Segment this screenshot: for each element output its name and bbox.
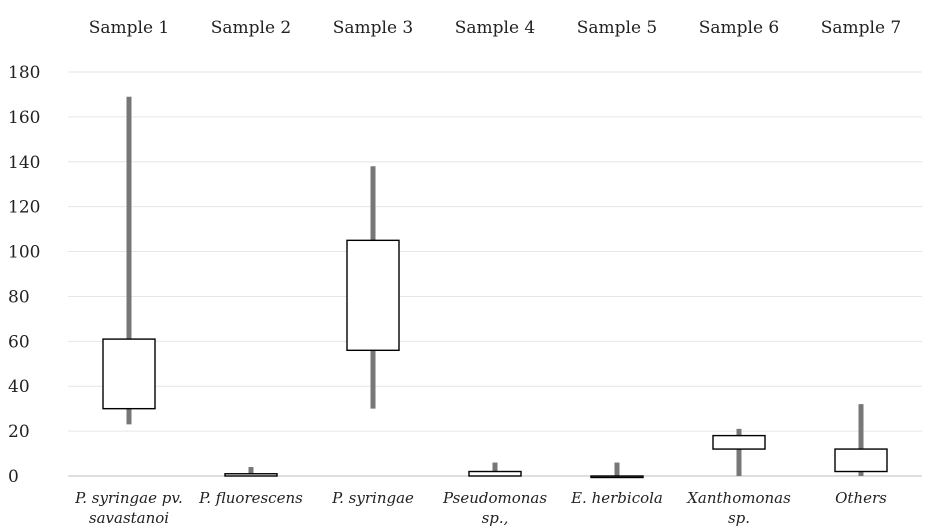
gridlines bbox=[68, 71, 922, 477]
box-2 bbox=[224, 473, 278, 477]
box-4 bbox=[468, 470, 522, 477]
y-tick-label-40: 40 bbox=[8, 377, 30, 397]
category-label-4-line-2: sp., bbox=[482, 509, 509, 527]
y-tick-label-80: 80 bbox=[8, 287, 30, 307]
y-tick-label-180: 180 bbox=[8, 63, 40, 83]
y-tick-label-20: 20 bbox=[8, 422, 30, 442]
sample-label-7: Sample 7 bbox=[821, 18, 902, 38]
category-label-3: P. syringae bbox=[331, 489, 414, 507]
boxes bbox=[102, 239, 888, 479]
y-tick-label-160: 160 bbox=[8, 108, 40, 128]
y-tick-label-140: 140 bbox=[8, 153, 40, 173]
y-tick-label-60: 60 bbox=[8, 332, 30, 352]
category-label-4: Pseudomonas bbox=[442, 489, 547, 507]
sample-label-3: Sample 3 bbox=[333, 18, 414, 38]
category-label-2: P. fluorescens bbox=[198, 489, 303, 507]
box-3 bbox=[346, 239, 400, 352]
whiskers bbox=[126, 96, 864, 476]
sample-label-2: Sample 2 bbox=[211, 18, 292, 38]
category-labels: P. syringae pv. savastanoi P. fluorescens P… bbox=[74, 489, 887, 527]
category-label-1-line-2: savastanoi bbox=[89, 509, 169, 527]
category-label-1: P. syringae pv. bbox=[74, 489, 183, 507]
y-axis-tick-labels: 0 20 40 60 80 100 120 140 160 180 bbox=[8, 63, 40, 487]
sample-labels: Sample 1 Sample 2 Sample 3 Sample 4 Sample 5… bbox=[89, 18, 902, 38]
box-7 bbox=[834, 448, 888, 473]
y-tick-label-100: 100 bbox=[8, 243, 40, 263]
category-label-7: Others bbox=[835, 489, 887, 507]
sample-label-1: Sample 1 bbox=[89, 18, 170, 38]
category-label-5: E. herbicola bbox=[570, 489, 663, 507]
sample-label-6: Sample 6 bbox=[699, 18, 780, 38]
category-label-6: Xanthomonas bbox=[686, 489, 791, 507]
box-5 bbox=[590, 475, 644, 479]
box-1 bbox=[102, 338, 156, 410]
sample-label-5: Sample 5 bbox=[577, 18, 658, 38]
box-6 bbox=[712, 434, 766, 450]
y-tick-label-120: 120 bbox=[8, 198, 40, 218]
category-label-6-line-2: sp. bbox=[728, 509, 750, 527]
y-tick-label-0: 0 bbox=[8, 467, 19, 487]
sample-label-4: Sample 4 bbox=[455, 18, 536, 38]
